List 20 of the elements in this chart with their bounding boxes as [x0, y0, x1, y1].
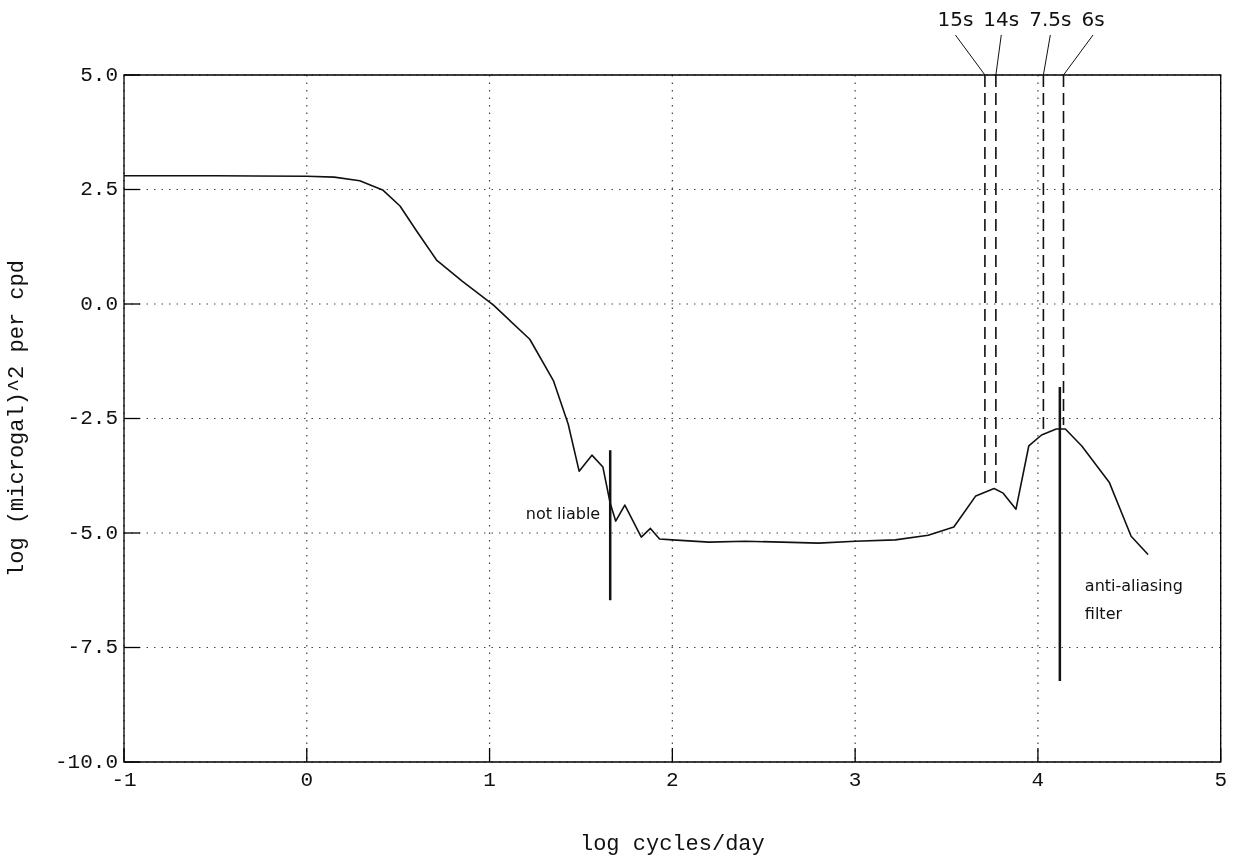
x-tick-label: 0 [300, 769, 314, 793]
y-tick-label: -5.0 [67, 521, 118, 545]
ref-line-label: 15s [937, 7, 974, 32]
y-tick-label: 5.0 [80, 63, 118, 87]
ref-line-label: not liable [525, 504, 601, 524]
x-tick-label: 2 [666, 769, 679, 793]
x-axis-title: log cycles/day [579, 831, 765, 857]
x-tick-label: 3 [848, 769, 862, 793]
y-tick-label: -7.5 [67, 636, 118, 660]
y-tick-label: 2.5 [80, 178, 118, 202]
ref-line-label: 6s [1081, 7, 1105, 32]
x-tick-label: 4 [1031, 769, 1045, 793]
ref-line-label: 14s [983, 7, 1020, 32]
x-tick-label: 1 [483, 769, 496, 793]
ref-line-label: anti-aliasing filter [1084, 576, 1183, 624]
y-axis-title: log (microgal)^2 per cpd [5, 260, 31, 577]
ref-line-label: 7.5s [1029, 7, 1072, 32]
x-tick-label: 5 [1214, 769, 1227, 793]
y-tick-label: 0.0 [80, 292, 118, 316]
y-tick-label: -2.5 [67, 407, 118, 431]
